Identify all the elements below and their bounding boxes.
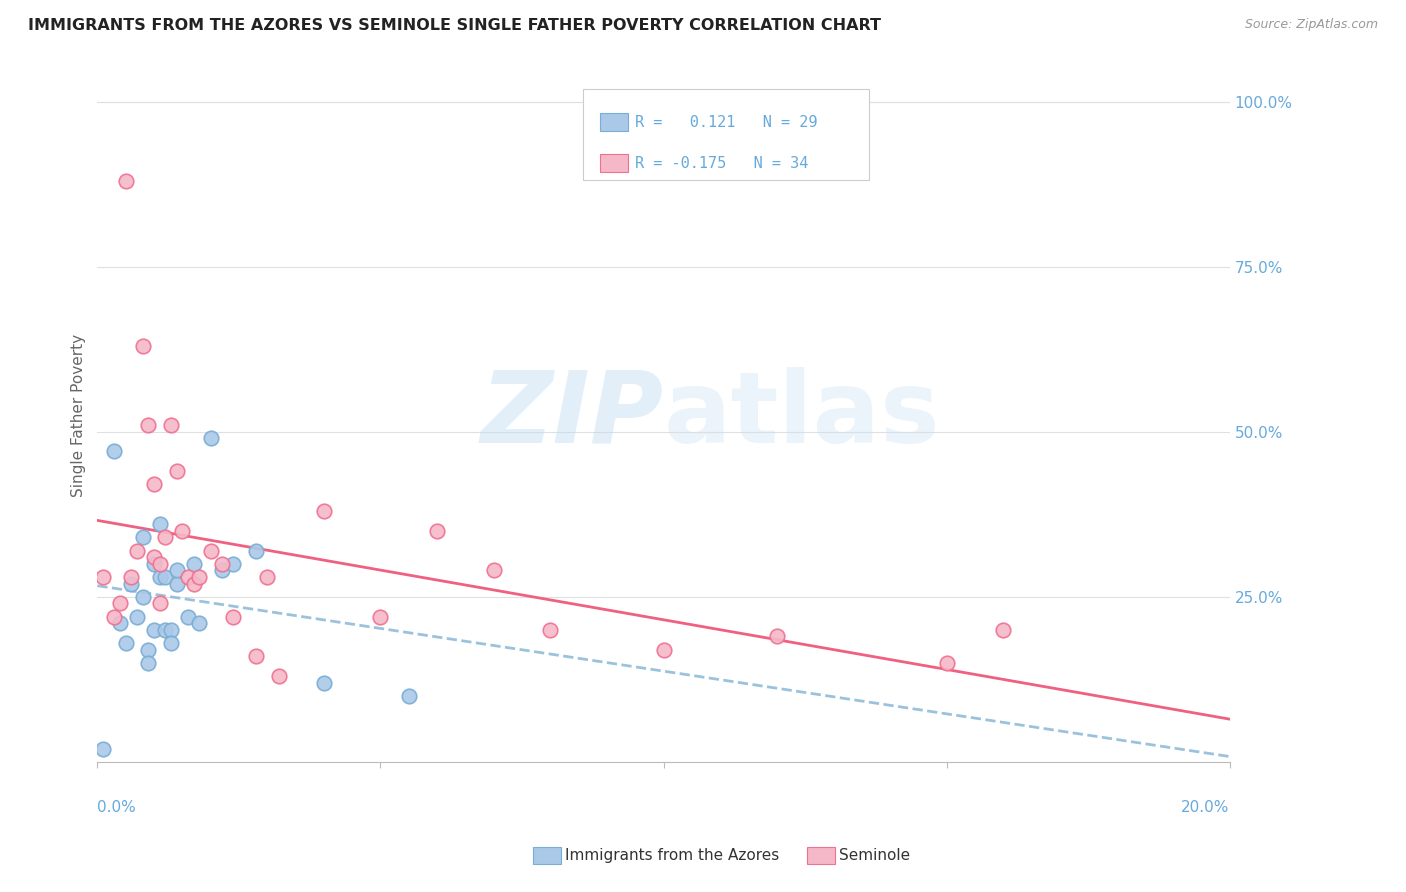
Text: 0.0%: 0.0% [97, 800, 136, 815]
Point [136, 642, 159, 657]
Point [108, 616, 131, 631]
Point [131, 339, 153, 353]
Point [143, 557, 166, 571]
Point [211, 563, 233, 577]
Point [91, 570, 114, 584]
Point [120, 576, 142, 591]
Point [426, 524, 449, 538]
Point [245, 543, 267, 558]
Point [166, 464, 188, 478]
Point [222, 609, 245, 624]
Text: 20.0%: 20.0% [1181, 800, 1230, 815]
Point [200, 431, 222, 445]
Point [91, 741, 114, 756]
Point [155, 570, 177, 584]
Point [370, 609, 392, 624]
Text: R = -0.175   N = 34: R = -0.175 N = 34 [636, 156, 808, 170]
Text: R =   0.121   N = 29: R = 0.121 N = 29 [636, 114, 817, 129]
Point [114, 636, 136, 650]
Point [267, 669, 290, 683]
Point [166, 576, 188, 591]
Point [177, 570, 200, 584]
Point [183, 576, 205, 591]
Point [143, 623, 166, 637]
Text: ZIP: ZIP [481, 367, 664, 464]
Text: atlas: atlas [664, 367, 941, 464]
Point [160, 623, 183, 637]
Point [155, 530, 177, 544]
Point [120, 570, 142, 584]
Point [125, 543, 148, 558]
Point [143, 477, 166, 491]
Point [935, 656, 957, 670]
Point [125, 609, 148, 624]
Point [108, 596, 131, 610]
Point [993, 623, 1015, 637]
Point [245, 649, 267, 664]
Point [143, 550, 166, 565]
Point [149, 596, 172, 610]
Point [188, 616, 211, 631]
Point [256, 570, 278, 584]
Text: Seminole: Seminole [839, 848, 911, 863]
Point [131, 530, 153, 544]
Point [765, 629, 787, 643]
Point [149, 517, 172, 532]
Point [149, 557, 172, 571]
Point [172, 524, 194, 538]
Point [200, 543, 222, 558]
Point [160, 418, 183, 433]
Point [312, 675, 335, 690]
Point [188, 570, 211, 584]
Point [183, 557, 205, 571]
Point [538, 623, 561, 637]
Point [155, 623, 177, 637]
Point [312, 504, 335, 518]
Text: IMMIGRANTS FROM THE AZORES VS SEMINOLE SINGLE FATHER POVERTY CORRELATION CHART: IMMIGRANTS FROM THE AZORES VS SEMINOLE S… [28, 18, 882, 33]
Point [136, 418, 159, 433]
Point [114, 174, 136, 188]
Point [398, 689, 420, 703]
Point [222, 557, 245, 571]
Y-axis label: Single Father Poverty: Single Father Poverty [72, 334, 86, 497]
Point [103, 609, 125, 624]
Point [136, 656, 159, 670]
Point [211, 557, 233, 571]
Point [166, 563, 188, 577]
Point [482, 563, 505, 577]
Point [177, 609, 200, 624]
Point [131, 590, 153, 604]
Point [149, 570, 172, 584]
Text: Immigrants from the Azores: Immigrants from the Azores [565, 848, 779, 863]
Text: Source: ZipAtlas.com: Source: ZipAtlas.com [1244, 18, 1378, 31]
Point [652, 642, 675, 657]
Point [103, 444, 125, 458]
Point [160, 636, 183, 650]
